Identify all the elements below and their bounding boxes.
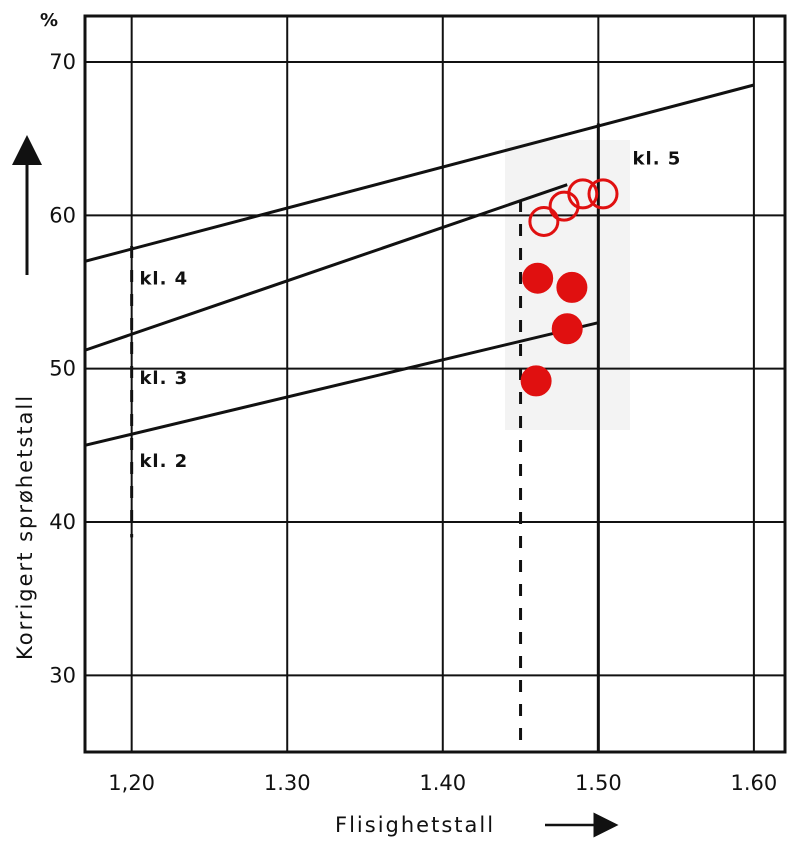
- y-tick-label: 30: [49, 663, 76, 687]
- x-tick-label: 1.50: [575, 771, 622, 795]
- grid: [85, 16, 785, 752]
- y-tick-label: 50: [49, 357, 76, 381]
- x-tick-label: 1.40: [419, 771, 466, 795]
- y-axis-label: Korrigert sprøhetstall: [13, 394, 37, 660]
- class-label: kl. 3: [139, 368, 188, 389]
- x-axis-label: Flisighetstall: [335, 813, 495, 837]
- class-lines: [84, 83, 755, 447]
- class-line: [84, 183, 568, 352]
- y-tick-labels: 30 40 50 60 70: [49, 50, 76, 687]
- open-data-point: [528, 205, 560, 237]
- plot-frame: [83, 14, 787, 754]
- class-line: [84, 83, 755, 263]
- x-tick-label: 1.30: [264, 771, 311, 795]
- filled-data-point: [551, 313, 583, 345]
- class-line: [84, 321, 599, 447]
- x-tick-label: 1,20: [108, 771, 155, 795]
- filled-data-point: [522, 262, 554, 294]
- filled-data-point: [520, 365, 552, 397]
- y-tick-label: 60: [49, 203, 76, 227]
- open-data-point: [567, 178, 599, 210]
- reference-lines: [130, 123, 600, 752]
- filled-data-point: [556, 271, 588, 303]
- x-tick-labels: 1,20 1.30 1.40 1.50 1.60: [108, 771, 777, 795]
- class-label: kl. 2: [139, 451, 188, 472]
- open-data-point: [587, 178, 619, 210]
- class-label: kl. 4: [139, 268, 188, 289]
- x-tick-label: 1.60: [731, 771, 778, 795]
- data-points: [520, 178, 619, 397]
- class-labels: kl. 4 kl. 3 kl. 2 kl. 5: [139, 149, 682, 472]
- y-tick-label: 70: [49, 50, 76, 74]
- class-label: kl. 5: [633, 149, 682, 170]
- y-tick-label: 40: [49, 510, 76, 534]
- y-unit-label: %: [40, 10, 58, 31]
